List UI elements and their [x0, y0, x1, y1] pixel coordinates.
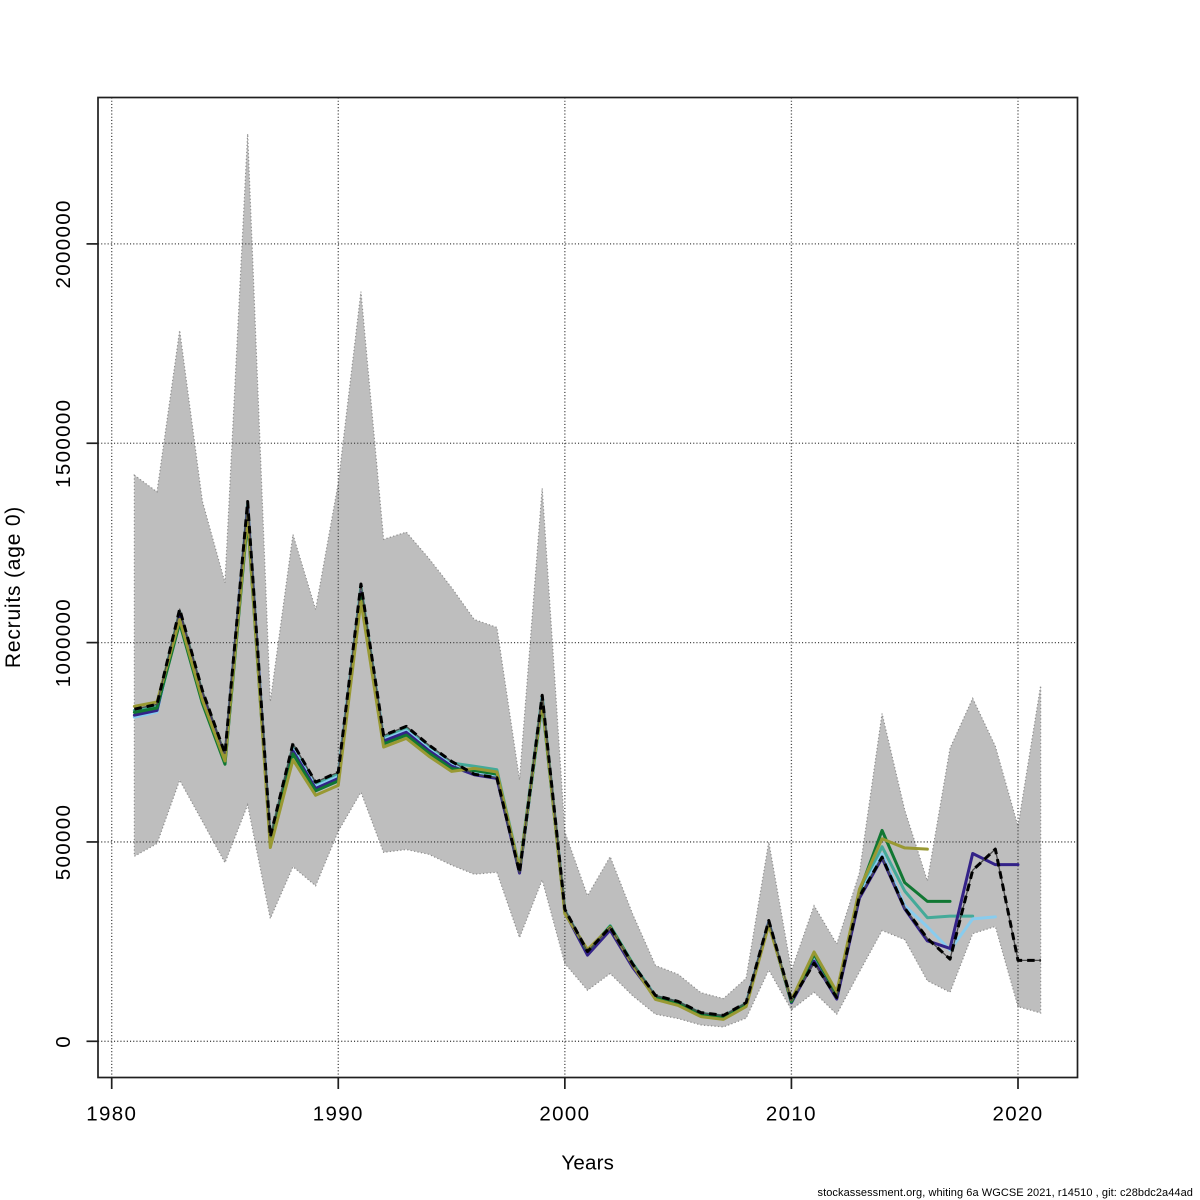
svg-text:2000: 2000	[539, 1103, 590, 1126]
svg-text:2010: 2010	[766, 1103, 817, 1126]
svg-text:1500000: 1500000	[52, 399, 75, 488]
svg-text:2000000: 2000000	[52, 199, 75, 288]
svg-text:1980: 1980	[86, 1103, 137, 1126]
svg-text:1000000: 1000000	[52, 598, 75, 687]
svg-text:Years: Years	[561, 1152, 614, 1175]
svg-text:stockassessment.org, whiting 6: stockassessment.org, whiting 6a WGCSE 20…	[818, 1187, 1193, 1199]
svg-text:0: 0	[52, 1035, 75, 1048]
svg-text:1990: 1990	[313, 1103, 364, 1126]
svg-text:Recruits (age 0): Recruits (age 0)	[2, 506, 25, 668]
svg-text:2020: 2020	[992, 1103, 1043, 1126]
svg-text:500000: 500000	[52, 804, 75, 881]
